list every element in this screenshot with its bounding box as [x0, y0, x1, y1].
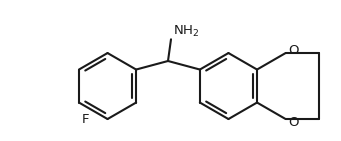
Text: NH$_2$: NH$_2$	[173, 24, 199, 39]
Text: O: O	[288, 115, 299, 129]
Text: F: F	[82, 113, 90, 125]
Text: O: O	[288, 44, 299, 57]
